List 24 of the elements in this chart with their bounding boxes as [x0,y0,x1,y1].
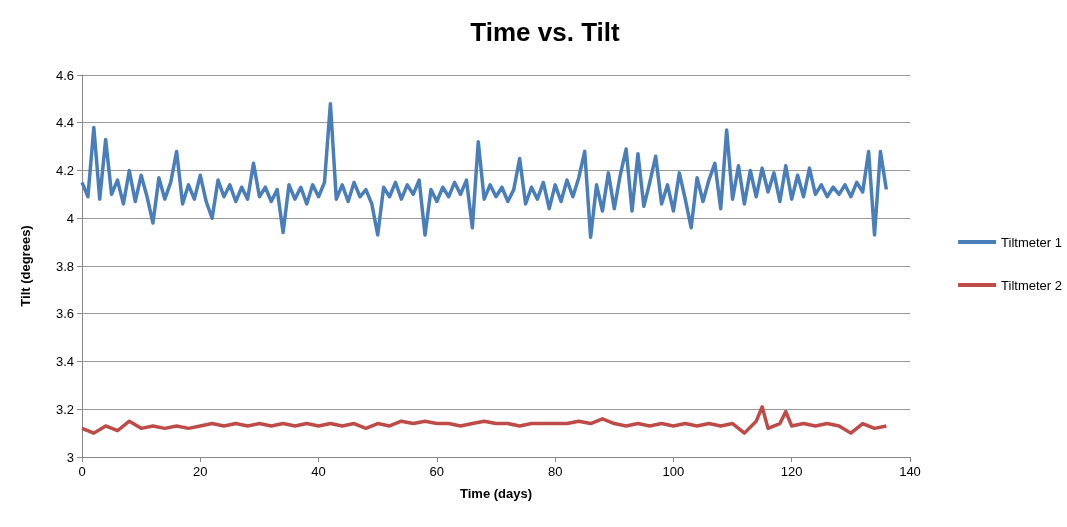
y-tick-label: 4.2 [55,163,74,178]
y-tick-label: 3 [66,449,74,465]
x-tick-label: 20 [193,464,208,479]
y-tick-label: 4 [66,210,74,226]
y-tick-label: 4.4 [55,115,74,131]
x-tick-label: 60 [429,464,445,479]
line-series [80,101,889,240]
y-axis-title: Tilt (degrees) [18,225,33,307]
x-tick-label: 120 [780,464,803,479]
y-tick-label: 3.8 [55,258,74,274]
x-tick-label: 140 [899,464,921,479]
y-tick-label: 3.6 [55,306,74,322]
y-tick-label: 3.4 [55,354,74,369]
x-tick-label: 100 [662,464,685,479]
x-axis-title: Time (days) [459,486,533,501]
x-tick-label: 80 [547,464,563,479]
line-series [80,405,889,435]
y-tick-label: 4.6 [55,67,74,83]
y-tick-label: 3.2 [55,401,74,417]
x-tick-label: 0 [78,464,86,479]
legend-label: Tiltmeter 2 [1001,277,1062,293]
chart-title: Time vs. Tilt [470,17,620,47]
x-tick-label: 40 [311,464,326,479]
legend-label: Tiltmeter 1 [1001,234,1062,250]
